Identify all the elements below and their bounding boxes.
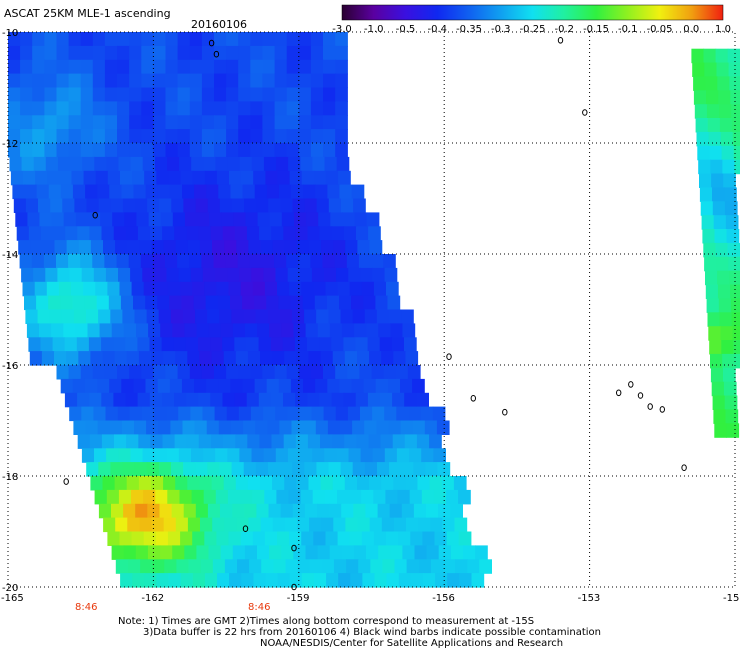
colorbar-tick-label: -0.15	[583, 24, 609, 35]
lon-label: -153	[578, 593, 601, 604]
island-outline	[557, 37, 564, 44]
island-outline	[647, 403, 653, 410]
islands	[63, 37, 687, 591]
map-frame	[7, 31, 736, 588]
colorbar-gradient	[341, 4, 724, 21]
island-outline	[208, 39, 215, 47]
island-outline	[213, 50, 220, 58]
lon-label: -165	[1, 593, 24, 604]
colorbar-tick-label: -0.4	[427, 24, 447, 35]
island-outline	[470, 395, 476, 402]
island-outline	[637, 392, 644, 399]
lat-label: -20	[2, 583, 18, 594]
island-outline	[446, 353, 452, 361]
product-date: 20160106	[191, 18, 247, 31]
lat-label: -14	[2, 250, 18, 261]
island-outline	[582, 109, 588, 116]
island-outline	[616, 389, 622, 397]
colorbar: -3.0 -1.0 -0.5 -0.4 -0.35 -0.3 -0.25 -0.2 -0.15-…	[332, 4, 731, 35]
note-line-3: NOAA/NESDIS/Center for Satellite Applica…	[260, 638, 564, 649]
lat-label: -12	[2, 139, 18, 150]
note-line-1: Note: 1) Times are GMT 2)Times along bot…	[118, 616, 535, 627]
island-outline	[291, 583, 297, 591]
lat-label: -10	[2, 28, 18, 39]
island-outline	[628, 381, 634, 388]
lon-label: -159	[287, 593, 310, 604]
swath-layer	[8, 32, 740, 588]
time-label: 8:46	[248, 602, 270, 613]
note-line-2: 3)Data buffer is 22 hrs from 20160106 4)…	[143, 627, 601, 638]
lon-label: -156	[432, 593, 455, 604]
island-outline	[63, 478, 69, 485]
colorbar-tick-label: -0.1	[618, 24, 638, 35]
colorbar-tick-label: -3.0	[332, 24, 352, 35]
lon-label: -162	[141, 593, 164, 604]
island-outline	[291, 544, 297, 552]
colorbar-tick-label: -0.25	[520, 24, 546, 35]
graticule	[8, 32, 735, 587]
lon-label: -150	[723, 593, 740, 604]
product-title: ASCAT 25KM MLE-1 ascending	[4, 7, 171, 20]
colorbar-tick-label: -0.05	[647, 24, 673, 35]
island-outline	[681, 464, 687, 472]
island-outline	[659, 406, 665, 413]
colorbar-tick-label: -0.3	[491, 24, 511, 35]
time-label: 8:46	[75, 602, 97, 613]
colorbar-tick-label: -0.5	[396, 24, 416, 35]
island-outline	[92, 211, 98, 219]
colorbar-tick-label: -0.35	[456, 24, 482, 35]
island-outline	[242, 525, 249, 533]
lat-label: -18	[2, 472, 18, 483]
island-outline	[502, 408, 508, 416]
colorbar-tick-label: 1.0	[715, 24, 731, 35]
colorbar-tick-label: -0.2	[554, 24, 574, 35]
colorbar-tick-label: -1.0	[364, 24, 384, 35]
colorbar-tick-label: 0.0	[683, 24, 699, 35]
lat-label: -16	[2, 361, 18, 372]
